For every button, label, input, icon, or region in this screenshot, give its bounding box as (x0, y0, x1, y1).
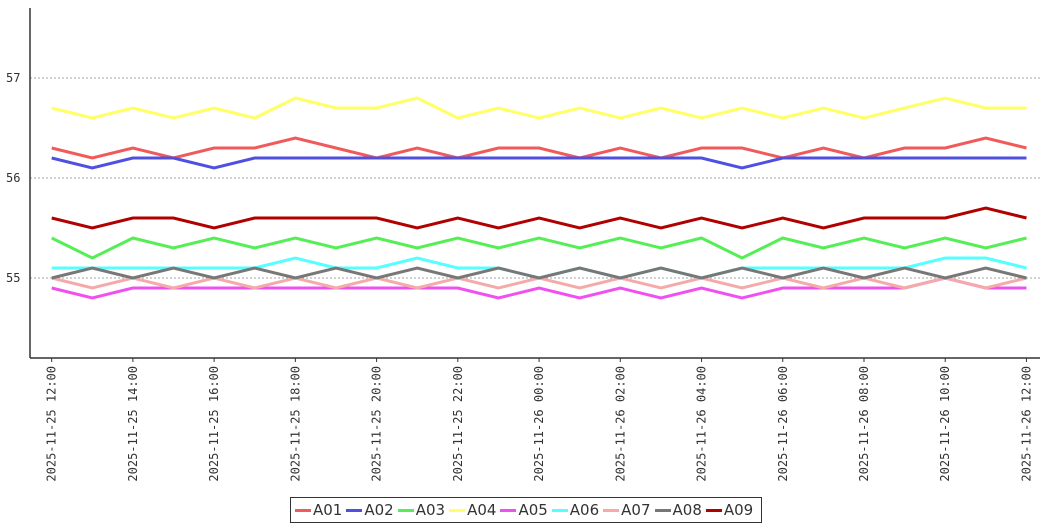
legend-entry: A01 (295, 501, 342, 519)
legend-label: A07 (621, 501, 651, 519)
series-line (51, 276, 1027, 300)
legend-swatch (500, 508, 517, 512)
legend-label: A03 (415, 501, 446, 519)
legend-swatch (346, 508, 363, 512)
legend-label: A05 (518, 501, 548, 519)
legend-swatch (705, 508, 722, 512)
x-tick-label: 2025-11-26 06:00 (776, 366, 790, 482)
legend: A01 A02 A03 A04 A05 A06 A07 A08 A09 (290, 497, 763, 523)
legend-entry: A04 (449, 501, 496, 519)
x-tick-label: 2025-11-25 14:00 (126, 366, 140, 482)
x-tick-label: 2025-11-25 18:00 (288, 366, 302, 482)
series-line (51, 96, 1027, 120)
series-line (51, 266, 1027, 280)
legend-label: A06 (569, 501, 600, 519)
legend-entry: A02 (346, 501, 394, 519)
legend-swatch (397, 508, 414, 512)
x-tick-label: 2025-11-26 02:00 (613, 366, 627, 482)
legend-swatch (449, 508, 466, 512)
legend-swatch (603, 508, 620, 512)
y-tick-label: 56 (6, 171, 20, 185)
legend-entry: A05 (500, 501, 548, 519)
legend-label: A09 (723, 501, 754, 519)
legend-swatch (551, 508, 568, 512)
series-line (51, 156, 1027, 170)
legend-swatch (295, 508, 311, 512)
legend-entry: A08 (654, 501, 702, 519)
x-tick-label: 2025-11-26 00:00 (532, 366, 546, 482)
series-line (51, 136, 1027, 160)
series-line (51, 236, 1027, 260)
x-tick-label: 2025-11-26 10:00 (938, 366, 952, 482)
legend-label: A02 (364, 501, 394, 519)
legend-entry: A07 (603, 501, 651, 519)
y-tick-label: 57 (6, 71, 20, 85)
x-tick-label: 2025-11-25 16:00 (207, 366, 221, 482)
series-line (51, 206, 1027, 230)
legend-label: A04 (467, 501, 497, 519)
legend-entry: A09 (705, 501, 754, 519)
x-tick-label: 2025-11-25 20:00 (370, 366, 384, 482)
legend-label: A08 (672, 501, 702, 519)
x-tick-label: 2025-11-26 12:00 (1019, 366, 1033, 482)
x-tick-label: 2025-11-26 08:00 (857, 366, 871, 482)
x-tick-label: 2025-11-26 04:00 (695, 366, 709, 482)
legend-label: A01 (313, 501, 343, 519)
legend-swatch (654, 508, 671, 512)
x-tick-label: 2025-11-25 22:00 (451, 366, 465, 482)
legend-entry: A03 (397, 501, 446, 519)
legend-entry: A06 (551, 501, 600, 519)
chart: 55 56 57 2025-11-25 12:00 2025-11-25 14:00 20… (6, 8, 1040, 482)
x-tick-label: 2025-11-25 12:00 (45, 366, 59, 482)
y-tick-label: 55 (6, 271, 20, 285)
